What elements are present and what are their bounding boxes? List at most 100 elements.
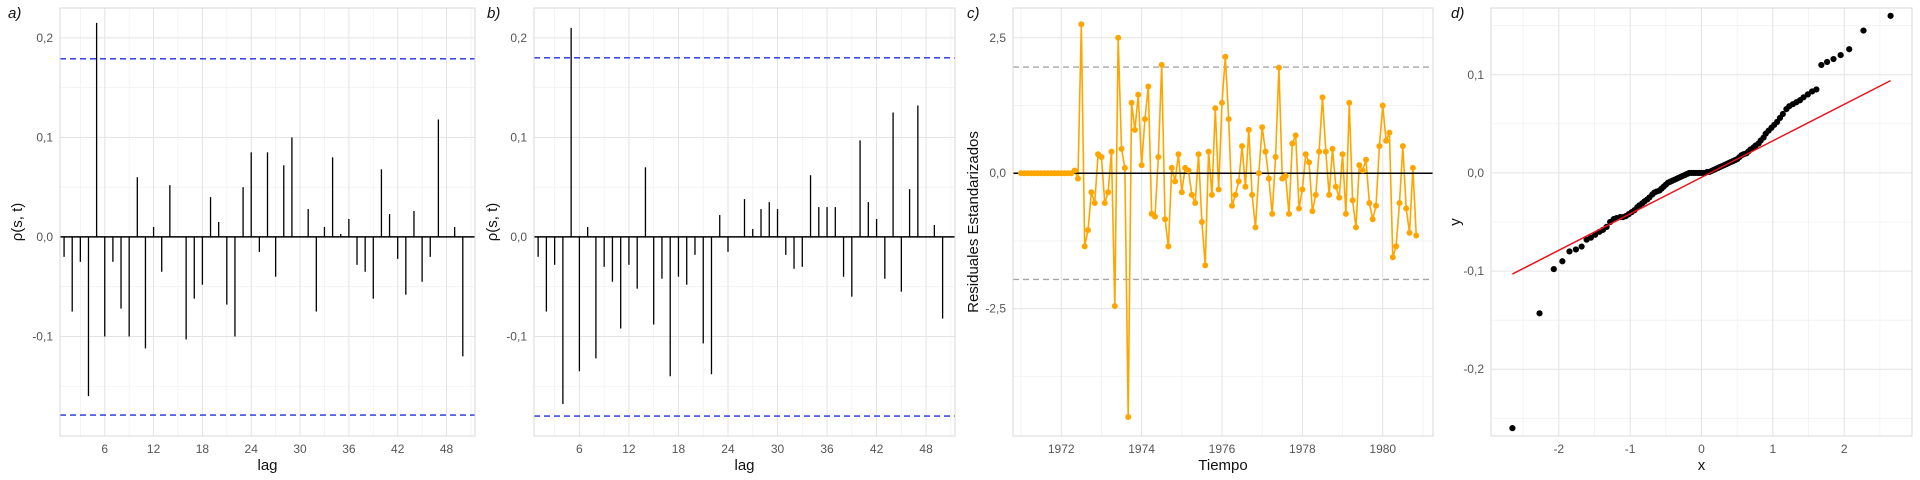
x-axis-title: Tiempo [1198,457,1247,474]
y-tick-label: 0,0 [989,166,1006,180]
qq-point [1846,46,1853,53]
panel-d: -2 -1 0 1 2 0,1 0,0 -0,1 -0,2 x y d) [1447,5,1913,474]
panel-b: 6 12 18 24 30 36 42 48 0,2 0,1 0,0 -0,1 lag ρ(s, t) b) [484,5,956,474]
residual-point [1115,34,1122,41]
residual-point [1299,186,1306,193]
qq-reference-line [1512,79,1891,275]
residual-point [1329,145,1336,152]
x-tick-label: 30 [293,442,307,456]
residual-point [1085,227,1092,234]
y-axis-title: y [1447,218,1464,226]
residual-point [1118,145,1125,152]
residual-point [1319,94,1326,101]
qq-point [1572,246,1580,253]
residual-point [1155,153,1162,160]
residual-point [1393,243,1400,250]
residual-point [1101,200,1108,207]
qq-point [1566,248,1573,255]
residual-point [1409,164,1416,171]
residual-point [1229,202,1236,209]
residual-point [1272,153,1279,160]
y-tick-label: 0,1 [510,130,527,144]
residual-point [1306,159,1313,166]
residual-point [1135,91,1142,98]
qq-point [1837,52,1844,59]
residual-point [1145,83,1152,90]
residual-point [1413,232,1420,239]
qq-point [1830,55,1837,63]
qq-point [1559,258,1566,265]
residual-point [1336,194,1343,201]
residual-point [1326,191,1333,198]
residual-point [1255,170,1262,177]
y-tick-label: 0,0 [1467,166,1484,180]
residual-point [1208,191,1215,198]
residual-point [1074,175,1081,182]
residual-point [1222,53,1229,60]
y-tick-label: 0,0 [510,230,527,244]
residual-point [1158,61,1165,68]
residual-point [1215,186,1222,193]
residual-point [1296,205,1303,212]
residual-point [1212,105,1219,112]
residual-point [1178,189,1185,196]
residual-point [1165,243,1172,250]
residual-point [1188,191,1195,198]
x-tick-label: 18 [672,442,686,456]
qq-point [1578,243,1585,250]
residual-point [1332,183,1339,190]
residual-point [1121,164,1128,171]
x-tick-label: 36 [342,442,356,456]
x-tick-label: 1980 [1369,442,1396,456]
residual-point [1242,183,1249,190]
residual-point [1071,167,1078,174]
residual-point [1366,200,1373,207]
residual-point [1403,205,1410,212]
residual-point [1396,200,1403,207]
x-tick-label: 2 [1841,442,1848,456]
residual-point [1168,164,1175,171]
qq-point [1818,61,1825,69]
residual-point [1239,143,1246,150]
residual-point [1111,302,1118,309]
residual-point [1339,151,1346,158]
residual-point [1088,189,1095,196]
panel-tag: c) [967,5,980,22]
panel-border [1490,7,1913,437]
x-tick-label: 36 [820,442,834,456]
residual-point [1373,202,1380,209]
residual-point [1152,213,1159,220]
x-tick-label: 6 [576,442,583,456]
x-axis-title: lag [734,457,754,474]
residual-point [1108,148,1115,155]
residual-point [1309,208,1316,215]
y-tick-label: 0,1 [1467,68,1484,82]
qq-point [1823,58,1831,66]
residual-point [1285,210,1292,217]
panel-c: 1972 1974 1976 1978 1980 2,5 0,0 -2,5 Tiempo Resi… [965,5,1434,474]
y-tick-label: -0,1 [506,329,527,343]
residual-point [1259,124,1266,131]
panel-a: 6 12 18 24 30 36 42 48 0,2 0,1 0,0 -0,1 lag ρ(s, t) a) [8,5,476,474]
residual-point [1091,200,1098,207]
qq-point [1860,27,1867,34]
panel-border [59,7,476,437]
residual-point [1232,191,1239,198]
residual-point [1356,162,1363,169]
qq-point [1779,110,1786,118]
qq-point [1813,86,1820,93]
y-tick-label: 0,0 [36,230,53,244]
x-tick-label: 1978 [1289,442,1316,456]
residual-point [1389,254,1396,261]
residual-point [1225,116,1232,123]
residual-point [1282,172,1289,179]
x-tick-label: -2 [1553,442,1564,456]
residual-point [1349,197,1356,204]
x-tick-label: 1 [1770,442,1777,456]
residual-point [1322,148,1329,155]
x-tick-label: 42 [391,442,405,456]
residual-point [1369,216,1376,223]
residual-point [1289,140,1296,147]
x-tick-label: 6 [101,442,108,456]
